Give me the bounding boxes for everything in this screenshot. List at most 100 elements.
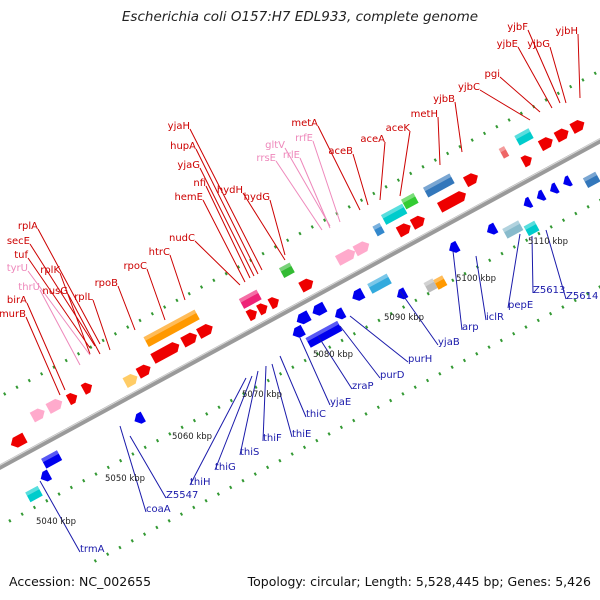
reverse-gene xyxy=(352,287,366,301)
forward-label-tuf: tuf xyxy=(14,250,28,261)
tick-dot xyxy=(569,84,573,89)
tick-dot xyxy=(302,445,307,450)
rna-label-tyru: tyrU xyxy=(7,263,28,274)
tick-dot xyxy=(291,365,295,369)
tick-dot xyxy=(450,365,454,369)
forward-label-yjbc: yjbC xyxy=(458,82,480,93)
leader-line xyxy=(437,116,441,166)
leader-line xyxy=(146,268,166,321)
tick-dot xyxy=(438,372,442,376)
leader-line xyxy=(399,130,411,197)
tick-dot xyxy=(537,231,541,236)
leader-line xyxy=(349,315,409,363)
reverse-gene xyxy=(367,273,392,294)
tick-dot xyxy=(421,164,425,169)
leader-line xyxy=(195,148,259,275)
reverse-gene xyxy=(305,320,343,348)
reverse-gene xyxy=(563,175,573,187)
tick-dot xyxy=(451,278,455,283)
reverse-gene xyxy=(502,220,524,239)
tick-dot xyxy=(266,465,270,470)
forward-label-yjag: yjaG xyxy=(177,160,200,171)
forward-gene xyxy=(29,408,45,423)
tick-dot xyxy=(290,452,294,456)
forward-label-rpll: rplL xyxy=(74,292,93,303)
rna-label-thru: thrU xyxy=(18,282,40,293)
leader-line xyxy=(26,302,66,391)
tick-dot xyxy=(475,351,479,356)
leader-line xyxy=(454,101,463,153)
reverse-label-coaa: coaA xyxy=(146,504,171,515)
tick-dot xyxy=(315,438,319,443)
tick-dot xyxy=(322,218,327,223)
leader-line xyxy=(379,141,386,201)
scale-tick-label: 5050 kbp xyxy=(105,474,145,484)
reverse-gene xyxy=(40,469,53,482)
forward-gene xyxy=(245,309,257,322)
forward-label-yjbh: yjbH xyxy=(555,26,578,37)
rna-label-rrle: rrlE xyxy=(283,150,300,161)
forward-gene xyxy=(423,173,455,198)
tick-dot xyxy=(519,111,524,116)
forward-label-bira: birA xyxy=(7,295,27,306)
leader-line xyxy=(29,243,96,347)
tick-dot xyxy=(488,258,492,263)
tick-dot xyxy=(328,345,332,349)
rna-label-gltv: gltV xyxy=(265,140,285,151)
leader-line xyxy=(549,46,567,104)
reverse-label-this: thiS xyxy=(240,447,259,458)
tick-dot xyxy=(64,358,68,363)
tick-dot xyxy=(384,185,388,189)
accession-text: Accession: NC_002655 xyxy=(9,574,152,589)
forward-gene xyxy=(401,193,419,210)
tick-dot xyxy=(536,318,540,323)
tick-dot xyxy=(365,325,369,329)
tick-dot xyxy=(93,559,97,563)
tick-dot xyxy=(106,465,110,470)
tick-dot xyxy=(119,458,123,463)
tick-dot xyxy=(462,358,467,363)
tick-dot xyxy=(376,405,380,410)
tick-dot xyxy=(581,78,585,82)
reverse-gene xyxy=(134,411,146,424)
rna-label-rrse: rrsE xyxy=(256,153,276,164)
reverse-label-arp: arp xyxy=(462,322,479,333)
leader-line xyxy=(242,192,286,261)
tick-dot xyxy=(499,338,503,343)
tick-dot xyxy=(142,532,147,536)
forward-label-rpob: rpoB xyxy=(95,278,119,289)
tick-dot xyxy=(359,198,364,202)
forward-label-yjbb: yjbB xyxy=(433,94,455,105)
tick-dot xyxy=(155,525,159,530)
tick-dot xyxy=(389,398,393,403)
reverse-label-yjab: yjaB xyxy=(438,337,460,348)
leader-line xyxy=(67,293,101,355)
leader-line xyxy=(189,377,247,486)
reverse-label-trma: trmA xyxy=(80,544,105,555)
tick-dot xyxy=(364,412,368,416)
forward-gene xyxy=(143,309,200,347)
tick-dot xyxy=(561,218,566,222)
leader-line xyxy=(59,272,91,355)
forward-label-rplk: rplK xyxy=(40,265,60,276)
tick-dot xyxy=(389,311,393,316)
tick-dot xyxy=(525,238,529,243)
forward-gene xyxy=(150,342,180,364)
tick-dot xyxy=(561,305,565,309)
leader-line xyxy=(299,337,331,406)
tick-dot xyxy=(495,124,499,129)
tick-dot xyxy=(20,512,24,516)
tick-dot xyxy=(143,445,147,450)
reverse-gene xyxy=(523,220,540,237)
tick-dot xyxy=(507,118,511,122)
tick-dot xyxy=(544,98,548,102)
reverse-label-thie: thiE xyxy=(292,429,311,440)
reverse-label-pepe: pepE xyxy=(508,300,533,311)
tick-dot xyxy=(101,338,105,343)
forward-label-htrc: htrC xyxy=(149,247,170,258)
tick-dot xyxy=(242,392,246,396)
scale-tick-label: 5040 kbp xyxy=(36,517,76,527)
tick-dot xyxy=(458,144,462,149)
scale-tick-label: 5080 kbp xyxy=(313,350,353,360)
forward-gene xyxy=(135,364,151,379)
